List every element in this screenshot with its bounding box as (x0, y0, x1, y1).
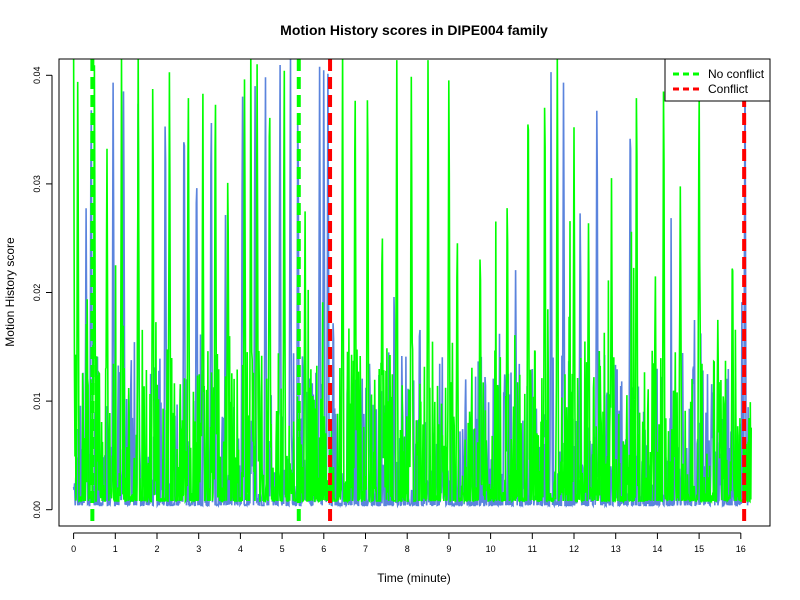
x-tick-label: 8 (405, 544, 410, 554)
x-tick-label: 7 (363, 544, 368, 554)
x-tick-label: 0 (71, 544, 76, 554)
x-tick-label: 13 (611, 544, 621, 554)
y-tick-label: 0.02 (32, 284, 42, 302)
y-axis-label: Motion History score (3, 237, 17, 347)
x-tick-label: 6 (321, 544, 326, 554)
y-tick-label: 0.04 (32, 67, 42, 85)
x-tick-label: 3 (196, 544, 201, 554)
y-tick-label: 0.00 (32, 501, 42, 519)
x-axis-label: Time (minute) (377, 571, 451, 585)
event-lines-layer (90, 59, 747, 526)
x-tick-label: 1 (113, 544, 118, 554)
x-tick-label: 16 (736, 544, 746, 554)
x-tick-label: 14 (652, 544, 662, 554)
y-tick-label: 0.03 (32, 175, 42, 193)
series-line-1 (72, 59, 752, 505)
legend-conflict-label: Conflict (708, 82, 749, 96)
x-tick-label: 10 (486, 544, 496, 554)
x-tick-label: 5 (280, 544, 285, 554)
x-tick-label: 4 (238, 544, 243, 554)
legend-box (664, 58, 771, 102)
x-tick-label: 15 (694, 544, 704, 554)
plot-border (58, 58, 771, 527)
axes-layer: 0 1 2 3 4 5 6 7 8 9 10 11 12 13 14 15 160.000.010.020.03… (32, 67, 746, 554)
series-line-0 (72, 59, 750, 509)
legend: No conflict Conflict (664, 58, 771, 102)
x-tick-label: 2 (154, 544, 159, 554)
y-tick-label: 0.01 (32, 392, 42, 410)
x-tick-label: 9 (446, 544, 451, 554)
x-tick-label: 11 (528, 544, 537, 554)
x-tick-label: 12 (569, 544, 579, 554)
legend-no-conflict-label: No conflict (708, 67, 765, 81)
series-layer (72, 59, 752, 509)
chart-title: Motion History scores in DIPE004 family (280, 22, 548, 38)
